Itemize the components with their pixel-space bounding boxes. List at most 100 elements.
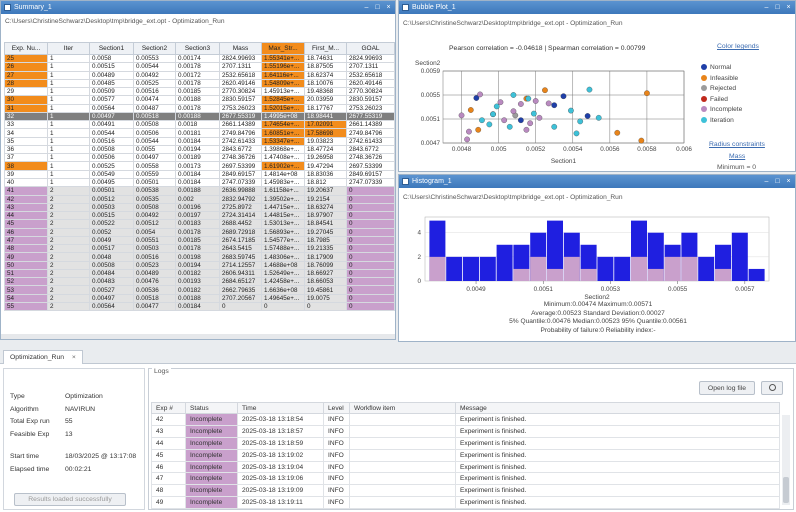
table-cell[interactable]: 0.00197 xyxy=(175,211,220,221)
histogram-bar-incomplete[interactable] xyxy=(715,268,731,281)
table-cell[interactable]: 41 xyxy=(4,186,48,196)
table-cell[interactable]: 0.00178 xyxy=(175,244,220,254)
summary-scrollbar[interactable] xyxy=(1,334,395,339)
table-cell[interactable]: 2683.59745 xyxy=(219,252,262,262)
log-row[interactable]: 42 Incomplete 2025-03-18 13:18:54 INFO Exper… xyxy=(151,413,780,426)
table-row[interactable]: 28 1 0.00485 0.00525 0.00178 2620.49146 1.5480… xyxy=(4,78,395,89)
table-cell[interactable]: 0 xyxy=(304,301,347,312)
table-cell[interactable]: 0.00492 xyxy=(133,211,176,221)
bubble-point[interactable] xyxy=(577,118,584,125)
tab-close-icon[interactable]: × xyxy=(71,354,76,361)
table-cell[interactable]: 19.20637 xyxy=(304,186,347,196)
close-icon[interactable]: × xyxy=(386,4,391,11)
table-cell[interactable]: 2748.36726 xyxy=(346,153,395,163)
bubble-point[interactable] xyxy=(595,114,602,121)
maximize-icon[interactable]: □ xyxy=(775,178,780,185)
table-cell[interactable]: 0.00491 xyxy=(89,120,134,130)
table-cell[interactable]: 1.53347e+... xyxy=(261,136,305,146)
table-cell[interactable]: 43 xyxy=(4,202,48,213)
table-cell[interactable]: 20.03959 xyxy=(304,95,347,105)
table-cell[interactable]: 0.00497 xyxy=(89,293,134,303)
table-cell[interactable]: 0 xyxy=(346,235,395,246)
bubble-point[interactable] xyxy=(523,126,530,133)
table-cell[interactable]: 18.83036 xyxy=(304,169,347,180)
table-row[interactable]: 54 2 0.00497 0.00518 0.00188 2707.20567 1.4964… xyxy=(4,293,395,303)
table-cell[interactable]: 19.47294 xyxy=(304,161,347,171)
histogram-bar-incomplete[interactable] xyxy=(429,256,446,281)
legend-item-rejected[interactable]: Rejected xyxy=(701,85,736,92)
table-cell[interactable]: 31 xyxy=(4,103,48,113)
histogram-bar[interactable] xyxy=(731,232,748,281)
table-row[interactable]: 42 2 0.00512 0.00535 0.002 2832.94792 1.39502e… xyxy=(4,194,395,204)
table-cell[interactable]: 1.49645e+... xyxy=(261,293,305,303)
table-row[interactable]: 26 1 0.00515 0.00544 0.00178 2707.1311 1.55196… xyxy=(4,62,395,72)
bubble-point[interactable] xyxy=(518,101,524,107)
table-cell[interactable]: 2742.61433 xyxy=(219,136,262,146)
table-cell[interactable]: 2832.94792 xyxy=(219,194,262,204)
table-cell[interactable]: 2661.14389 xyxy=(219,120,262,130)
table-cell[interactable]: 2 xyxy=(47,260,90,270)
table-cell[interactable]: 1 xyxy=(47,161,90,171)
log-scrollbar[interactable] xyxy=(782,415,790,505)
table-cell[interactable]: 2 xyxy=(47,301,90,312)
table-cell[interactable]: 18.97907 xyxy=(304,211,347,221)
log-row[interactable]: 48 Incomplete 2025-03-18 13:19:09 INFO Exper… xyxy=(151,484,780,498)
maximize-icon[interactable]: □ xyxy=(375,4,380,11)
table-cell[interactable]: 1.61902e+... xyxy=(261,161,305,171)
table-cell[interactable]: 0 xyxy=(346,211,395,221)
table-cell[interactable]: 2532.65618 xyxy=(219,70,262,80)
table-cell[interactable]: 0.00184 xyxy=(175,169,220,180)
log-column-header[interactable]: Level xyxy=(323,402,350,414)
table-cell[interactable]: 18.74631 xyxy=(304,53,347,64)
table-cell[interactable]: 19.27045 xyxy=(304,227,347,237)
table-cell[interactable]: 18.17767 xyxy=(304,103,347,113)
table-cell[interactable]: 1.45913e+... xyxy=(261,87,305,97)
table-cell[interactable]: 2620.49146 xyxy=(219,78,262,89)
table-cell[interactable]: 2 xyxy=(47,293,90,303)
table-row[interactable]: 25 1 0.0058 0.00553 0.00174 2824.99693 1.55341… xyxy=(4,53,395,64)
table-cell[interactable]: 2662.79635 xyxy=(219,285,262,295)
table-cell[interactable]: 34 xyxy=(4,128,48,138)
table-row[interactable]: 40 1 0.00495 0.00501 0.00184 2747.07339 1.4598… xyxy=(4,177,395,188)
table-cell[interactable]: 2707.20567 xyxy=(219,293,262,303)
histogram-bar-incomplete[interactable] xyxy=(530,256,547,281)
results-loaded-button[interactable]: Results loaded successfully xyxy=(14,493,126,506)
table-cell[interactable]: 0.00492 xyxy=(133,70,176,80)
table-cell[interactable]: 0 xyxy=(346,301,395,312)
table-row[interactable]: 49 2 0.0048 0.00516 0.00198 2683.59745 1.48306… xyxy=(4,252,395,262)
bubble-point[interactable] xyxy=(536,114,543,121)
histogram-bar[interactable] xyxy=(748,268,765,281)
bubble-point[interactable] xyxy=(614,129,621,136)
table-cell[interactable]: 44 xyxy=(4,211,48,221)
table-row[interactable]: 48 2 0.00517 0.00503 0.00178 2643.5415 1.57488… xyxy=(4,244,395,254)
table-cell[interactable]: 0.00518 xyxy=(133,111,176,122)
bubble-point[interactable] xyxy=(464,136,470,143)
log-row[interactable]: 45 Incomplete 2025-03-18 13:19:02 INFO Exper… xyxy=(151,448,780,462)
table-cell[interactable]: 1 xyxy=(47,169,90,180)
table-cell[interactable]: 45 xyxy=(4,219,48,229)
table-cell[interactable]: 0.00536 xyxy=(133,285,176,295)
table-cell[interactable]: 0.0048 xyxy=(89,252,134,262)
bubble-point[interactable] xyxy=(568,107,574,114)
table-cell[interactable]: 0.00198 xyxy=(175,252,220,262)
histogram-bar[interactable] xyxy=(698,256,715,281)
table-cell[interactable]: 2724.31414 xyxy=(219,211,262,221)
table-cell[interactable]: 0.00185 xyxy=(175,235,220,246)
table-cell[interactable]: 1.4995e+08 xyxy=(261,111,305,122)
table-cell[interactable]: 1 xyxy=(47,111,90,122)
table-cell[interactable]: 0 xyxy=(346,202,395,213)
table-cell[interactable]: 0.00188 xyxy=(175,293,220,303)
table-cell[interactable]: 52 xyxy=(4,277,48,287)
table-cell[interactable]: 0.00485 xyxy=(89,78,134,89)
table-cell[interactable]: 2753.26023 xyxy=(219,103,262,113)
table-cell[interactable]: 0.00512 xyxy=(133,219,176,229)
table-cell[interactable]: 1 xyxy=(47,78,90,89)
table-cell[interactable]: 1.48306e+... xyxy=(261,252,305,262)
open-log-file-button[interactable]: Open log file xyxy=(699,381,755,395)
bubble-point[interactable] xyxy=(644,90,650,97)
histogram-bar-incomplete[interactable] xyxy=(563,256,580,281)
table-cell[interactable]: 0.00184 xyxy=(175,301,220,312)
table-cell[interactable]: 0.00551 xyxy=(133,235,176,246)
table-row[interactable]: 29 1 0.00509 0.00516 0.00185 2770.30824 1.4591… xyxy=(4,87,395,97)
table-cell[interactable]: 0.00517 xyxy=(89,244,134,254)
